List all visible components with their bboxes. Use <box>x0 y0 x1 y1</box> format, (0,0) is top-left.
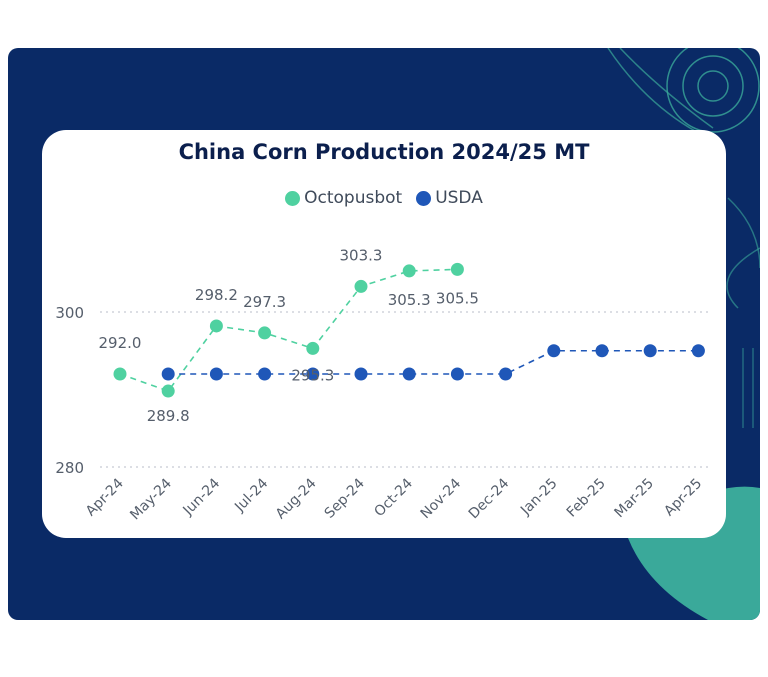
data-point-octopusbot <box>402 264 416 278</box>
legend-label-octopusbot: Octopusbot <box>304 188 403 208</box>
chart-legend: Octopusbot USDA <box>42 188 726 208</box>
data-point-octopusbot <box>258 326 272 340</box>
data-label: 305.5 <box>436 289 479 307</box>
data-point-usda <box>354 367 368 381</box>
x-tick-label: Feb-25 <box>564 476 609 521</box>
data-label: 297.3 <box>243 293 286 311</box>
data-point-usda <box>306 367 320 381</box>
data-label: 305.3 <box>388 291 431 309</box>
x-tick-label: Apr-24 <box>83 475 127 519</box>
x-tick-label: Sep-24 <box>322 475 368 521</box>
x-tick-label: May-24 <box>127 475 175 523</box>
data-point-octopusbot <box>450 262 464 276</box>
line-chart: 280 300 Apr-24 May-24 Jun-24 Jul-24 Aug-24 Sep-… <box>55 246 712 523</box>
data-point-octopusbot <box>354 279 368 293</box>
x-tick-label: Apr-25 <box>661 476 705 520</box>
x-tick-label: Jun-24 <box>180 475 224 519</box>
data-point-octopusbot <box>306 341 320 355</box>
series-line-octopusbot <box>119 268 458 393</box>
x-tick-label: Nov-24 <box>418 475 465 522</box>
legend-item-usda: USDA <box>416 188 483 208</box>
chart-title: China Corn Production 2024/25 MT <box>178 140 590 164</box>
legend-label-usda: USDA <box>435 188 483 208</box>
series-line-usda <box>168 349 699 375</box>
data-label: 292.0 <box>99 334 142 352</box>
x-tick-label: Jan-25 <box>517 476 560 519</box>
legend-swatch-usda <box>416 190 432 206</box>
chart-card: China Corn Production 2024/25 MT Octopus… <box>42 130 726 538</box>
x-tick-label: Aug-24 <box>273 475 320 522</box>
data-point-usda <box>402 367 416 381</box>
data-point-octopusbot <box>161 384 175 398</box>
data-point-octopusbot <box>113 367 127 381</box>
legend-item-octopusbot: Octopusbot <box>285 188 402 208</box>
data-label: 298.2 <box>195 286 238 304</box>
data-point-usda <box>643 344 657 358</box>
data-label: 295.3 <box>291 366 334 384</box>
legend-swatch-octopusbot <box>285 190 301 206</box>
data-point-usda <box>691 344 705 358</box>
data-point-octopusbot <box>209 319 223 333</box>
data-label: 289.8 <box>147 407 190 425</box>
y-tick-label: 300 <box>55 304 84 322</box>
data-point-usda <box>499 367 513 381</box>
x-tick-label: Oct-24 <box>371 475 416 520</box>
data-point-usda <box>547 344 561 358</box>
data-label: 303.3 <box>340 246 383 264</box>
data-point-usda <box>595 344 609 358</box>
x-tick-label: Jul-24 <box>231 475 271 515</box>
data-point-usda <box>161 367 175 381</box>
data-point-usda <box>450 367 464 381</box>
data-point-usda <box>209 367 223 381</box>
x-tick-label: Dec-24 <box>466 475 513 522</box>
data-point-usda <box>258 367 272 381</box>
x-tick-label: Mar-25 <box>611 476 657 522</box>
y-tick-label: 280 <box>55 459 84 477</box>
